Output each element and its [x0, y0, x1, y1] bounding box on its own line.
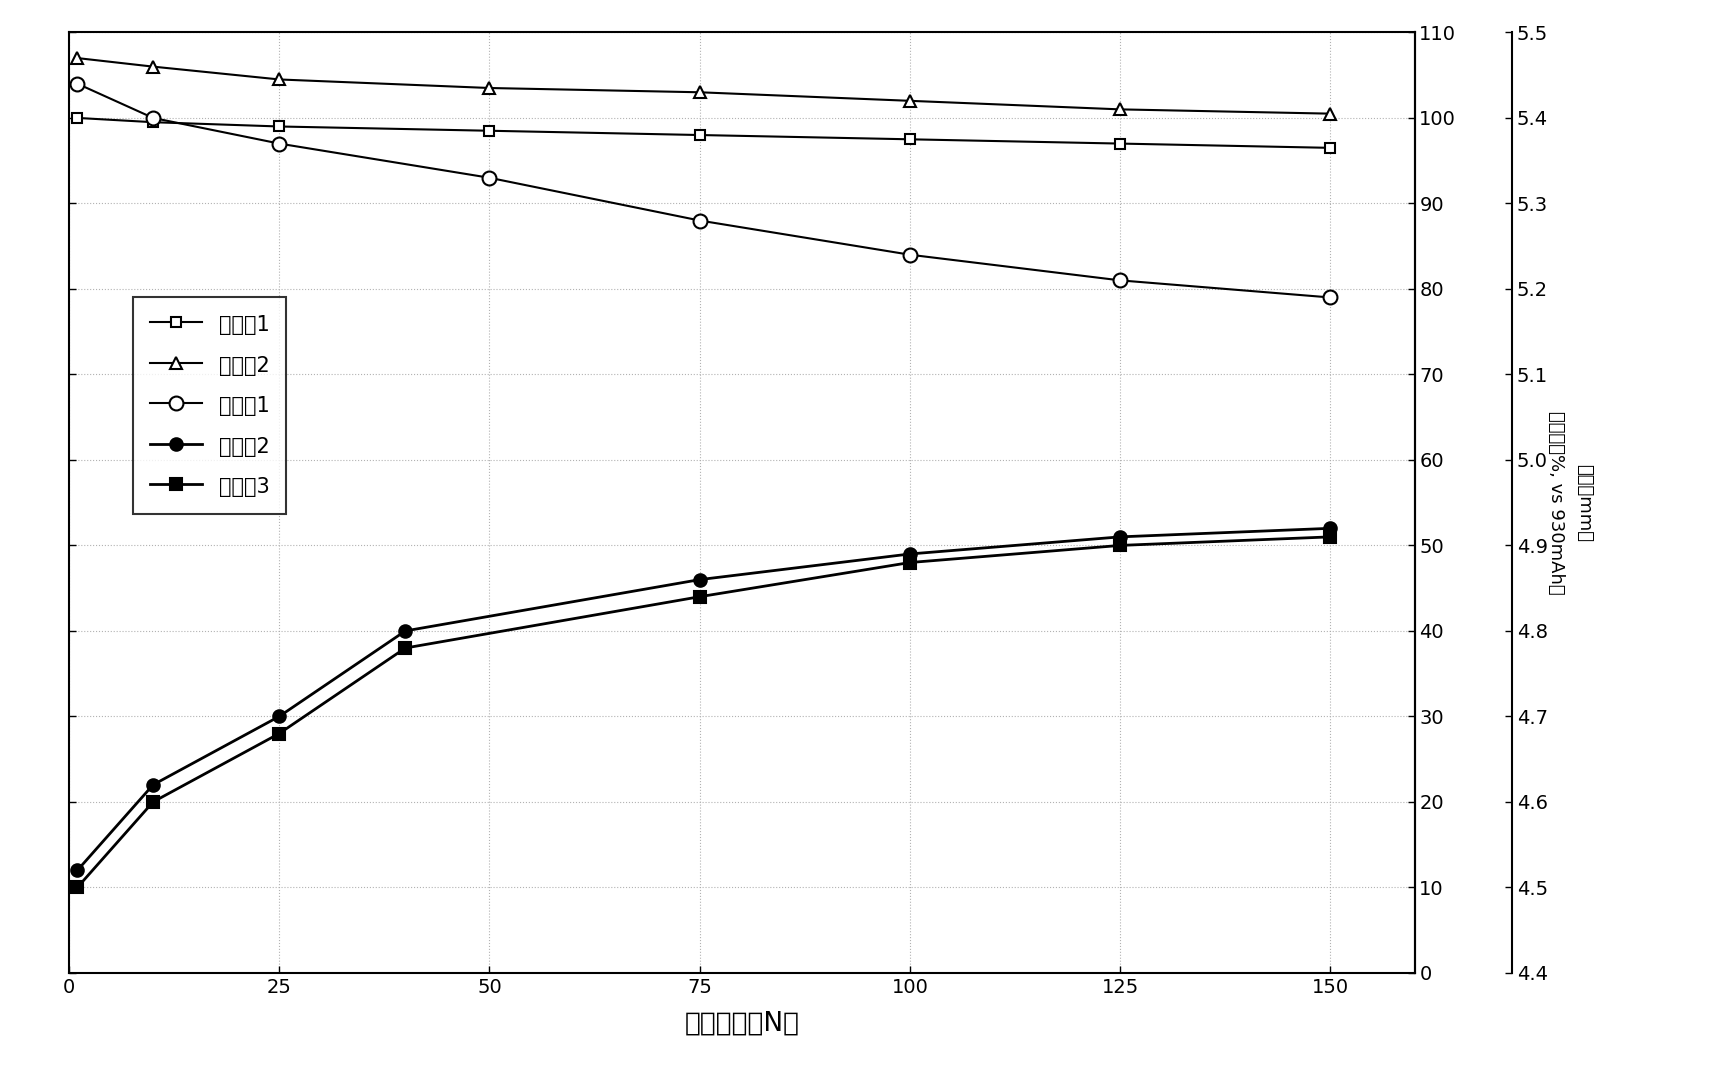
比较例1 [690, 214, 711, 227]
比较例3 [395, 641, 416, 654]
比较例3 [900, 556, 921, 569]
实施例2 [1109, 103, 1130, 116]
实施例2 [67, 52, 88, 65]
实施例2 [900, 94, 921, 107]
比较例1 [480, 171, 500, 184]
比较例1 [1109, 273, 1130, 286]
比较例2 [395, 625, 416, 638]
比较例1 [269, 137, 290, 150]
Line: 比较例1: 比较例1 [71, 77, 1337, 305]
X-axis label: 循环次数（N）: 循环次数（N） [685, 1011, 799, 1037]
比较例2 [269, 710, 290, 723]
比较例2 [1320, 522, 1340, 535]
比较例2 [690, 573, 711, 586]
Line: 实施例1: 实施例1 [72, 114, 1335, 152]
实施例1 [269, 120, 290, 133]
比较例2 [900, 547, 921, 560]
实施例2 [690, 85, 711, 98]
比较例3 [1320, 531, 1340, 544]
实施例2 [1320, 107, 1340, 120]
比较例3 [1109, 539, 1130, 552]
比较例1 [900, 249, 921, 262]
比较例2 [143, 778, 164, 791]
实施例1 [480, 124, 500, 137]
Legend: 实施例1, 实施例2, 比较例1, 比较例2, 比较例3: 实施例1, 实施例2, 比较例1, 比较例2, 比较例3 [133, 297, 286, 513]
实施例2 [143, 61, 164, 74]
实施例1 [900, 133, 921, 146]
Y-axis label: 厂度（mm）: 厂度（mm） [1575, 464, 1594, 542]
比较例1 [67, 77, 88, 90]
比较例2 [67, 864, 88, 877]
比较例3 [143, 796, 164, 809]
实施例1 [1320, 142, 1340, 155]
比较例2 [1109, 531, 1130, 544]
实施例1 [67, 111, 88, 124]
Line: 比较例2: 比较例2 [71, 522, 1337, 877]
比较例3 [269, 728, 290, 740]
实施例2 [480, 81, 500, 94]
Line: 实施例2: 实施例2 [71, 52, 1337, 120]
比较例3 [690, 590, 711, 603]
Line: 比较例3: 比较例3 [71, 531, 1337, 894]
实施例1 [143, 116, 164, 129]
实施例1 [1109, 137, 1130, 150]
比较例1 [1320, 291, 1340, 304]
实施例1 [690, 129, 711, 142]
实施例2 [269, 74, 290, 86]
比较例3 [67, 881, 88, 894]
比较例1 [143, 111, 164, 124]
Y-axis label: 容量比（%, vs 930mAh）: 容量比（%, vs 930mAh） [1547, 411, 1565, 595]
